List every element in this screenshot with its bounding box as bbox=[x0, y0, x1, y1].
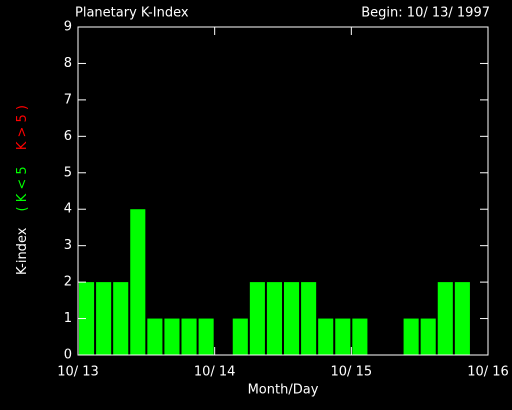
y-axis-label-group: K-index ( K < 5 K > 5 ) bbox=[15, 105, 30, 275]
plot-frame bbox=[77, 26, 489, 356]
bar bbox=[249, 282, 265, 355]
y-tick-label: 8 bbox=[64, 56, 72, 71]
y-axis-label: K-index bbox=[15, 227, 30, 275]
bar bbox=[437, 282, 453, 355]
bar bbox=[284, 282, 300, 355]
bar bbox=[164, 318, 180, 355]
y-tick-label: 9 bbox=[64, 20, 72, 35]
bar bbox=[96, 282, 112, 355]
y-tick-label: 0 bbox=[64, 348, 72, 363]
y-tick-label: 2 bbox=[64, 275, 72, 290]
chart-subtitle: Begin: 10/ 13/ 1997 bbox=[361, 6, 490, 21]
bar bbox=[130, 209, 146, 355]
x-tick-label: 10/ 15 bbox=[331, 365, 373, 380]
y-tick-label: 1 bbox=[64, 311, 72, 326]
y-tick-label: 6 bbox=[64, 129, 72, 144]
x-tick-label: 10/ 14 bbox=[194, 365, 236, 380]
bar bbox=[266, 282, 282, 355]
bar bbox=[352, 318, 368, 355]
x-tick-label: 10/ 13 bbox=[57, 365, 99, 380]
bar bbox=[403, 318, 419, 355]
bar bbox=[454, 282, 470, 355]
bar bbox=[147, 318, 163, 355]
chart-title: Planetary K-Index bbox=[75, 6, 189, 21]
legend-entry: K > 5 ) bbox=[15, 105, 30, 150]
y-tick-label: 5 bbox=[64, 165, 72, 180]
x-tick-label: 10/ 16 bbox=[467, 365, 509, 380]
y-tick-label: 3 bbox=[64, 238, 72, 253]
y-tick-label: 7 bbox=[64, 92, 72, 107]
bar bbox=[113, 282, 129, 355]
bar bbox=[301, 282, 317, 355]
bar bbox=[335, 318, 351, 355]
bar bbox=[79, 282, 95, 355]
bar bbox=[232, 318, 248, 355]
y-tick-label: 4 bbox=[64, 202, 72, 217]
bar bbox=[181, 318, 197, 355]
bar bbox=[318, 318, 334, 355]
bar bbox=[420, 318, 436, 355]
bar bbox=[198, 318, 214, 355]
x-axis-label: Month/Day bbox=[248, 383, 319, 398]
legend-entry: ( K < 5 bbox=[15, 166, 30, 211]
